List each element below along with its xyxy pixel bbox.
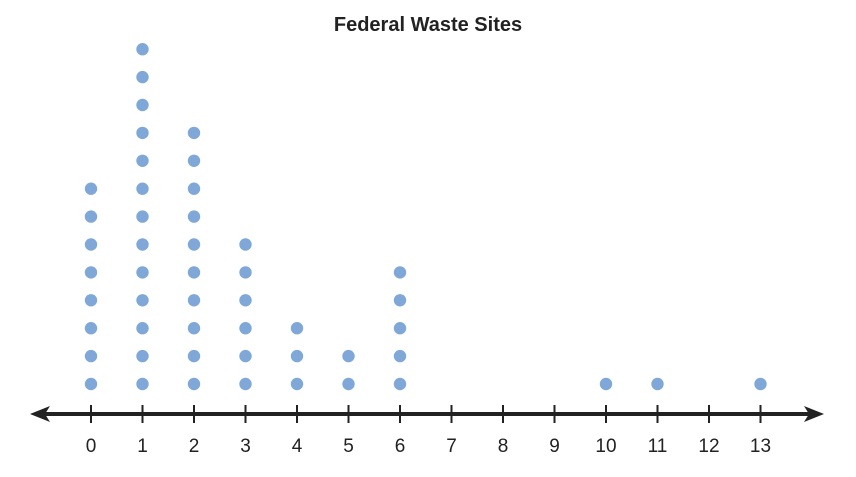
x-tick-label: 1 <box>137 436 148 457</box>
data-dot <box>136 70 149 84</box>
data-dot <box>393 349 407 363</box>
data-dot <box>187 266 201 279</box>
data-dot <box>136 154 149 167</box>
x-tick-label: 9 <box>549 436 560 457</box>
data-dot <box>342 377 355 391</box>
data-dot <box>136 238 149 251</box>
right-arrow-icon <box>804 406 824 422</box>
data-dot <box>290 377 304 391</box>
x-tick-label: 10 <box>595 436 616 457</box>
data-dot <box>187 154 201 167</box>
data-dot <box>187 238 201 251</box>
data-dot <box>84 238 98 251</box>
data-dot <box>239 238 252 251</box>
data-dot <box>84 349 98 363</box>
x-tick-label: 0 <box>86 436 97 457</box>
data-dot <box>187 322 201 335</box>
data-dot <box>136 43 149 56</box>
data-dot <box>290 349 304 363</box>
data-dot <box>187 182 201 195</box>
data-dot <box>290 322 304 335</box>
x-tick-label: 11 <box>648 436 668 457</box>
x-tick-label: 7 <box>446 436 457 457</box>
data-dot <box>342 349 355 363</box>
data-dot <box>187 377 201 391</box>
data-dot <box>239 377 252 391</box>
data-dot <box>754 377 767 391</box>
data-dot <box>599 377 613 391</box>
data-dot <box>136 377 149 391</box>
x-tick-label: 8 <box>498 436 509 457</box>
left-arrow-icon <box>30 406 50 422</box>
data-dot <box>187 126 201 140</box>
x-tick-label: 2 <box>189 436 200 457</box>
data-dot <box>239 294 252 307</box>
x-tick-label: 12 <box>698 436 719 457</box>
data-dot <box>136 210 149 223</box>
data-dot <box>187 349 201 363</box>
chart-title: Federal Waste Sites <box>333 14 523 36</box>
data-dot <box>136 266 149 279</box>
data-dot <box>84 294 98 307</box>
data-dot <box>393 322 407 335</box>
x-tick-label: 4 <box>292 436 303 457</box>
data-dot <box>651 377 664 391</box>
x-tick-label: 6 <box>395 436 406 457</box>
data-dot <box>239 266 252 279</box>
x-tick-label: 13 <box>750 436 771 457</box>
data-dot <box>136 182 149 195</box>
data-dot <box>187 210 201 223</box>
data-dot <box>84 266 98 279</box>
data-dot <box>136 98 149 112</box>
data-dot <box>393 294 407 307</box>
x-tick-label: 5 <box>343 436 354 457</box>
data-dot <box>84 210 98 223</box>
data-dot <box>136 322 149 335</box>
data-dot <box>136 126 149 140</box>
x-tick-label: 3 <box>240 436 251 457</box>
data-dot <box>136 294 149 307</box>
data-dot <box>393 377 407 391</box>
data-dot <box>136 349 149 363</box>
data-dot <box>84 182 98 195</box>
data-dot <box>187 294 201 307</box>
data-dot <box>84 377 98 391</box>
data-dot <box>239 349 252 363</box>
data-dot <box>239 322 252 335</box>
data-dot <box>84 322 98 335</box>
data-dot <box>393 266 407 279</box>
